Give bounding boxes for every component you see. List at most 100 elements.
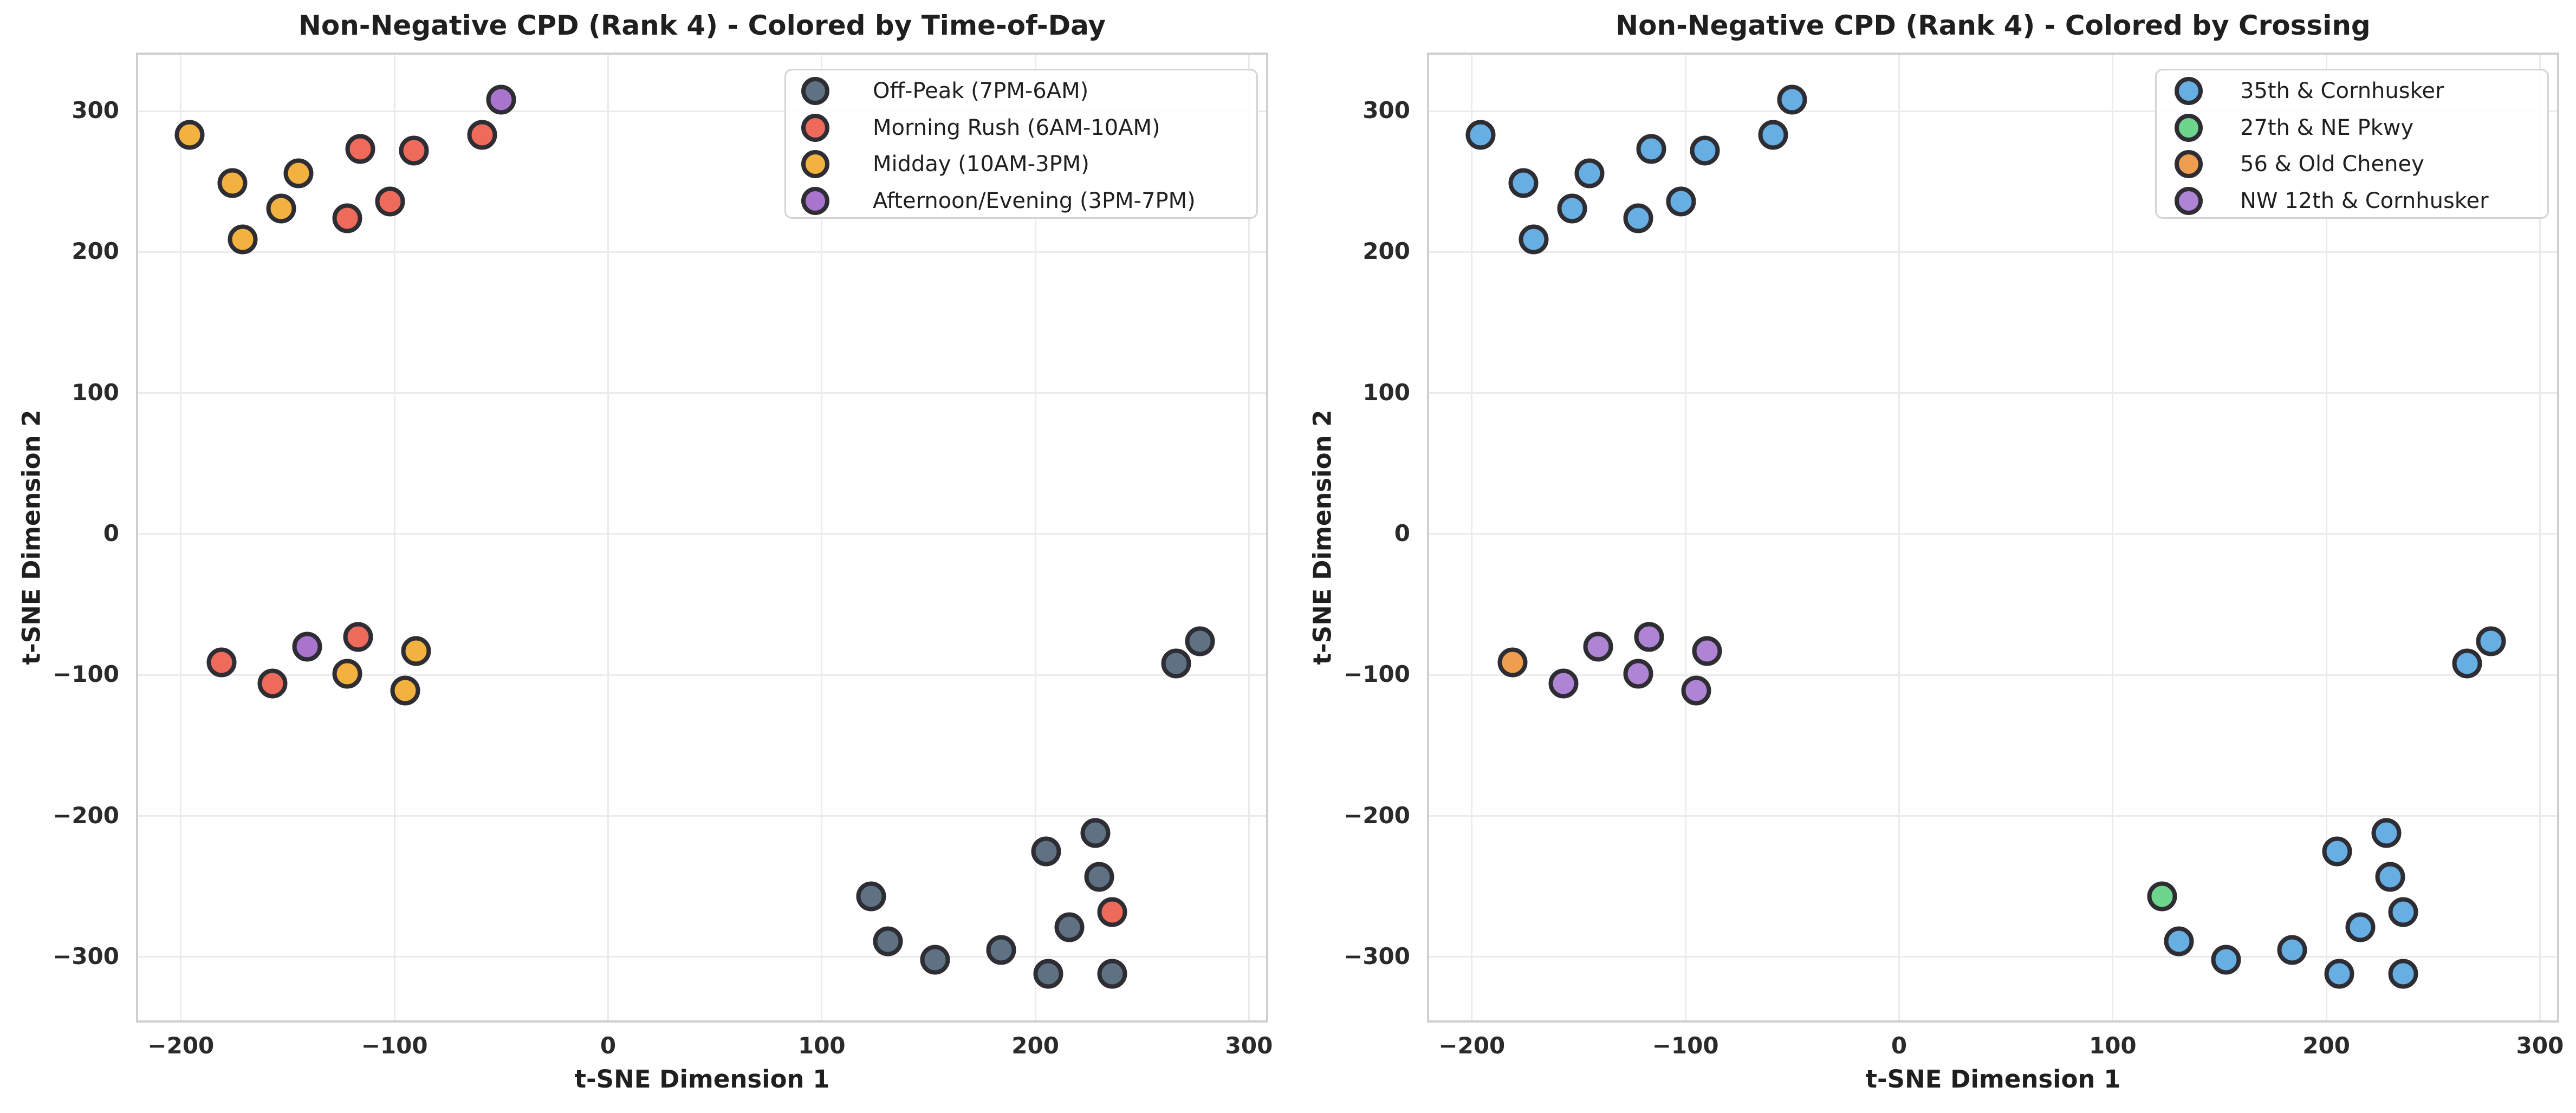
gridline-y--200 [138, 815, 1266, 817]
gridline-x-300 [1248, 55, 1250, 1020]
scatter-point [2322, 836, 2352, 867]
plot-right-title: Non-Negative CPD (Rank 4) - Colored by C… [1615, 10, 2371, 41]
y-tick-label: 300 [72, 97, 119, 124]
legend-label-c35th: 35th & Cornhusker [2240, 79, 2444, 103]
scatter-point [873, 926, 903, 956]
gridline-y--100 [1429, 674, 2557, 676]
scatter-point [2147, 881, 2177, 912]
legend-right: 35th & Cornhusker 27th & NE Pkwy 56 & Old … [2155, 69, 2549, 219]
gridline-y-0 [1429, 533, 2557, 535]
y-tick-label: 200 [1362, 238, 1410, 265]
scatter-point [1161, 648, 1191, 679]
gridline-y-100 [138, 392, 1266, 394]
scatter-point [283, 158, 314, 188]
y-tick-label: 100 [72, 379, 119, 406]
legend-label-cnw12th: NW 12th & Cornhusker [2240, 188, 2489, 213]
scatter-point [266, 193, 296, 224]
scatter-point [375, 186, 405, 217]
scatter-point [1758, 120, 1788, 150]
scatter-point [1574, 158, 1605, 188]
scatter-point [217, 168, 247, 198]
scatter-point [1465, 120, 1496, 150]
legend-label-midday: Midday (10AM-3PM) [873, 152, 1089, 177]
legend-label-c27th: 27th & NE Pkwy [2240, 115, 2414, 140]
x-tick-label: −100 [1652, 1032, 1719, 1059]
scatter-point [2324, 959, 2354, 989]
scatter-point [856, 881, 886, 912]
legend-swatch-midday [801, 150, 829, 178]
gridline-y--200 [1429, 815, 2557, 817]
scatter-point [1497, 647, 1528, 678]
gridline-y-200 [1429, 251, 2557, 253]
scatter-point [1097, 959, 1127, 989]
scatter-point [390, 675, 420, 706]
scatter-point [2371, 818, 2402, 848]
legend-label-offpeak: Off-Peak (7PM-6AM) [873, 79, 1089, 103]
x-tick-label: 300 [2516, 1032, 2564, 1059]
scatter-point [1054, 912, 1085, 942]
scatter-point [292, 632, 322, 662]
gridline-x-300 [2539, 55, 2541, 1020]
scatter-point [1777, 84, 1807, 115]
scatter-point [1623, 203, 1653, 233]
scatter-point [2388, 959, 2418, 989]
gridline-x--100 [1684, 55, 1686, 1020]
scatter-point [332, 659, 362, 689]
gridline-y--300 [1429, 956, 2557, 958]
legend-swatch-c56 [2175, 150, 2203, 178]
legend-left: Off-Peak (7PM-6AM) Morning Rush (6AM-10AM… [784, 69, 1258, 219]
scatter-point [1636, 134, 1666, 164]
scatter-point [206, 647, 237, 678]
legend-swatch-morning [801, 113, 829, 142]
x-tick-label: 300 [1225, 1032, 1273, 1059]
scatter-point [345, 134, 375, 164]
scatter-point [1634, 622, 1664, 652]
y-tick-label: 200 [72, 238, 119, 265]
scatter-point [174, 120, 205, 150]
gridline-y-100 [1429, 392, 2557, 394]
y-tick-label: −300 [53, 942, 119, 969]
legend-label-afternoon: Afternoon/Evening (3PM-7PM) [873, 188, 1196, 213]
scatter-point [2164, 926, 2194, 956]
x-tick-label: 100 [797, 1032, 846, 1059]
gridline-x-0 [607, 55, 609, 1020]
scatter-point [2277, 935, 2307, 965]
scatter-point [1623, 659, 1653, 689]
scatter-point [1557, 193, 1587, 224]
scatter-point [1690, 135, 1720, 166]
scatter-point [920, 945, 950, 975]
gridline-x-100 [2112, 55, 2114, 1020]
scatter-point [1508, 168, 1538, 198]
scatter-point [2452, 648, 2482, 679]
y-tick-label: 300 [1362, 97, 1410, 124]
scatter-point [467, 120, 497, 150]
scatter-point [986, 935, 1016, 965]
legend-swatch-cnw12th [2175, 186, 2203, 215]
scatter-point [1583, 632, 1613, 662]
y-tick-label: −100 [1344, 661, 1410, 688]
scatter-point [1185, 626, 1215, 656]
y-tick-label: −300 [1344, 942, 1410, 969]
gridline-x-200 [1034, 55, 1036, 1020]
x-tick-label: −100 [361, 1032, 428, 1059]
gridline-y--100 [138, 674, 1266, 676]
y-tick-label: 0 [103, 519, 119, 546]
legend-swatch-c35th [2175, 77, 2203, 105]
y-tick-label: −200 [1344, 802, 1410, 829]
scatter-point [332, 203, 362, 233]
gridline-x--200 [180, 55, 182, 1020]
gridline-x-0 [1898, 55, 1900, 1020]
scatter-point [486, 84, 516, 115]
x-tick-label: 100 [2088, 1032, 2137, 1059]
scatter-point [399, 135, 429, 166]
y-tick-label: −100 [53, 661, 119, 688]
scatter-point [343, 622, 373, 652]
scatter-point [2345, 912, 2376, 942]
plot-left-title: Non-Negative CPD (Rank 4) - Colored by T… [299, 10, 1106, 41]
legend-label-c56: 56 & Old Cheney [2240, 152, 2424, 177]
gridline-x--100 [393, 55, 395, 1020]
scatter-point [228, 224, 258, 255]
gridline-x--200 [1471, 55, 1473, 1020]
scatter-point [1080, 818, 1111, 848]
legend-swatch-afternoon [801, 186, 829, 215]
